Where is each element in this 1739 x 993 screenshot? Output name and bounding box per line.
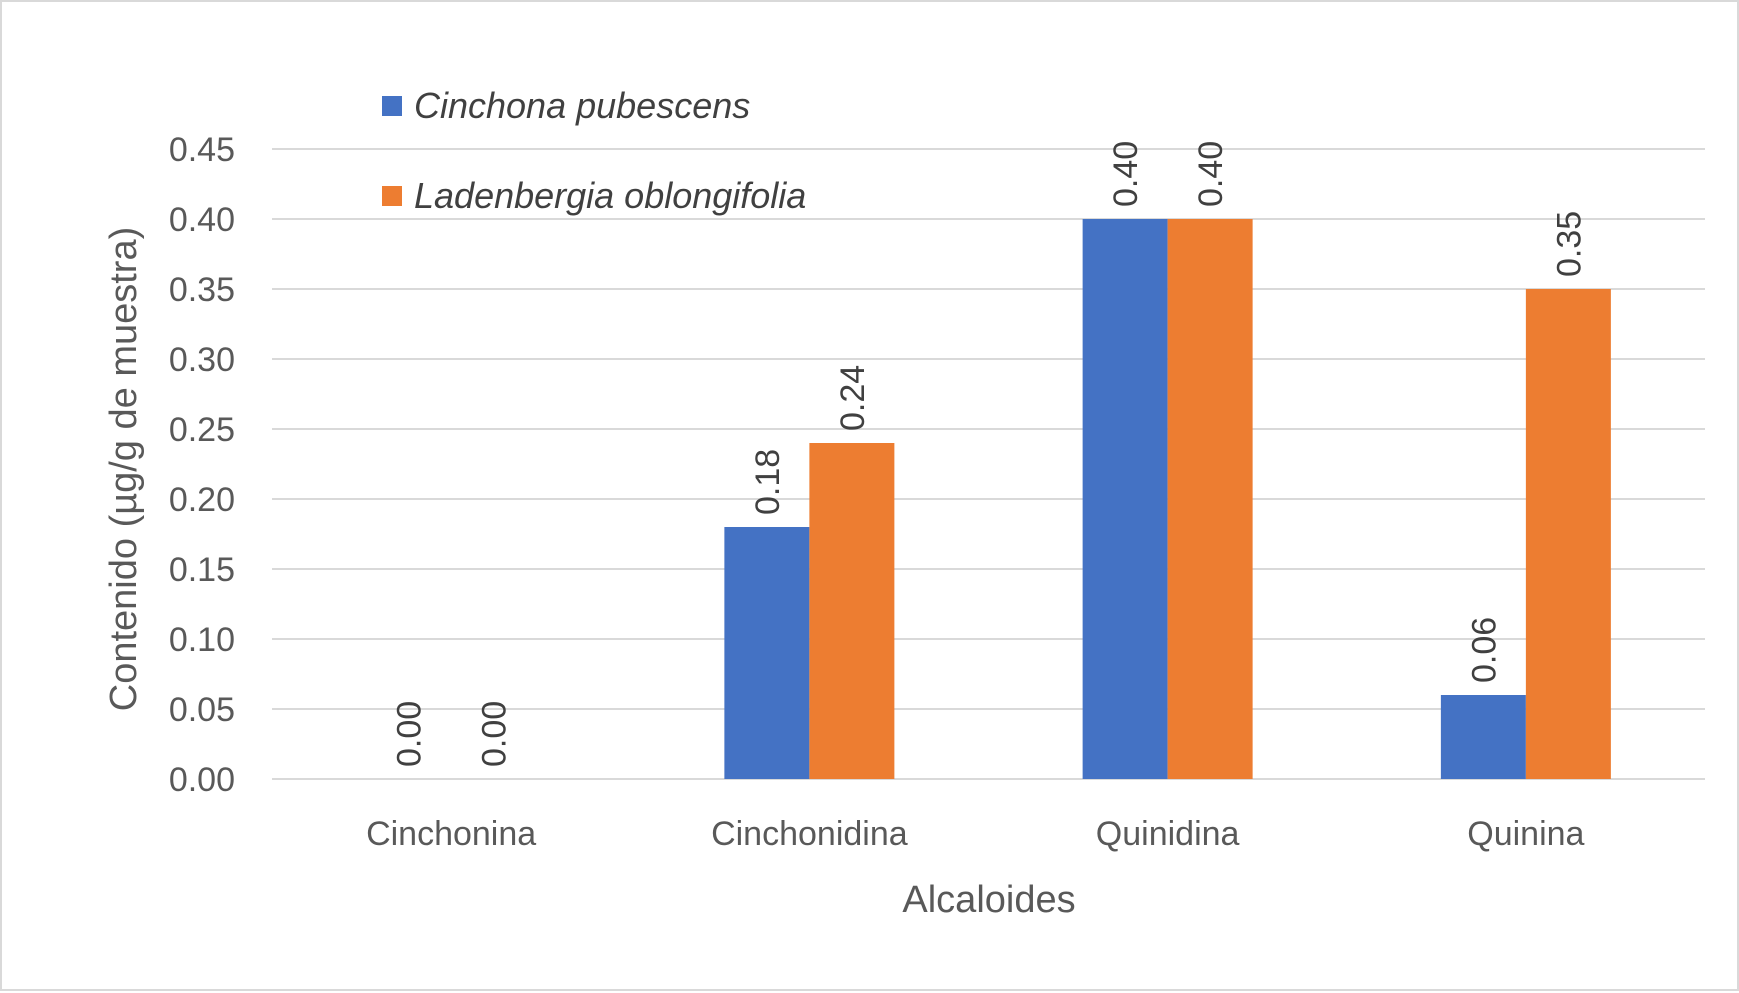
x-axis-categories: Cinchonina Cinchonidina Quinidina Quinina xyxy=(366,815,1584,853)
y-tick-label-0-00: 0.00 xyxy=(169,761,235,799)
data-label-cinchonina-ladenbergia-oblongifolia: 0.00 xyxy=(476,701,514,767)
x-category-label-cinchonidina: Cinchonidina xyxy=(711,815,908,853)
bar-quinidina-cinchona-pubescens xyxy=(1082,219,1168,779)
legend-swatch-ladenbergia-oblongifolia xyxy=(382,186,402,206)
data-label-quinina-ladenbergia-oblongifolia: 0.35 xyxy=(1550,211,1588,277)
y-tick-label-0-15: 0.15 xyxy=(169,551,235,589)
x-category-label-cinchonina: Cinchonina xyxy=(366,815,536,853)
bar-cinchonidina-ladenbergia-oblongifolia xyxy=(809,443,895,779)
x-category-label-quinidina: Quinidina xyxy=(1096,815,1240,853)
bar-quinina-ladenbergia-oblongifolia xyxy=(1525,289,1611,779)
bar-quinina-cinchona-pubescens xyxy=(1440,695,1526,779)
data-label-quinidina-cinchona-pubescens: 0.40 xyxy=(1107,141,1145,207)
legend-label-cinchona-pubescens: Cinchona pubescens xyxy=(414,85,750,126)
y-tick-label-0-30: 0.30 xyxy=(169,341,235,379)
data-label-cinchonidina-cinchona-pubescens: 0.18 xyxy=(749,449,787,515)
y-axis-ticks: 0.00 0.05 0.10 0.15 0.20 0.25 0.30 0.35 0.40 0.45 xyxy=(169,131,235,799)
legend-label-ladenbergia-oblongifolia: Ladenbergia oblongifolia xyxy=(414,175,806,216)
y-axis-title: Contenido (µg/g de muestra) xyxy=(103,227,145,711)
y-tick-label-0-10: 0.10 xyxy=(169,621,235,659)
data-labels: 0.00 0.00 0.18 0.24 0.40 0.40 0.06 0.35 xyxy=(391,141,1589,767)
y-tick-label-0-40: 0.40 xyxy=(169,201,235,239)
y-tick-label-0-35: 0.35 xyxy=(169,271,235,309)
legend: Cinchona pubescens Ladenbergia oblongifo… xyxy=(382,85,806,216)
y-tick-label-0-25: 0.25 xyxy=(169,411,235,449)
bar-cinchonidina-cinchona-pubescens xyxy=(724,527,810,779)
data-label-cinchonina-cinchona-pubescens: 0.00 xyxy=(391,701,429,767)
data-label-cinchonidina-ladenbergia-oblongifolia: 0.24 xyxy=(834,365,872,431)
x-axis-title: Alcaloides xyxy=(902,879,1075,921)
x-category-label-quinina: Quinina xyxy=(1467,815,1584,853)
y-tick-label-0-05: 0.05 xyxy=(169,691,235,729)
gridlines xyxy=(272,148,1705,780)
y-tick-label-0-20: 0.20 xyxy=(169,481,235,519)
legend-swatch-cinchona-pubescens xyxy=(382,96,402,116)
bars xyxy=(724,219,1611,779)
y-tick-label-0-45: 0.45 xyxy=(169,131,235,169)
data-label-quinina-cinchona-pubescens: 0.06 xyxy=(1465,617,1503,683)
bar-quinidina-ladenbergia-oblongifolia xyxy=(1167,219,1253,779)
data-label-quinidina-ladenbergia-oblongifolia: 0.40 xyxy=(1192,141,1230,207)
